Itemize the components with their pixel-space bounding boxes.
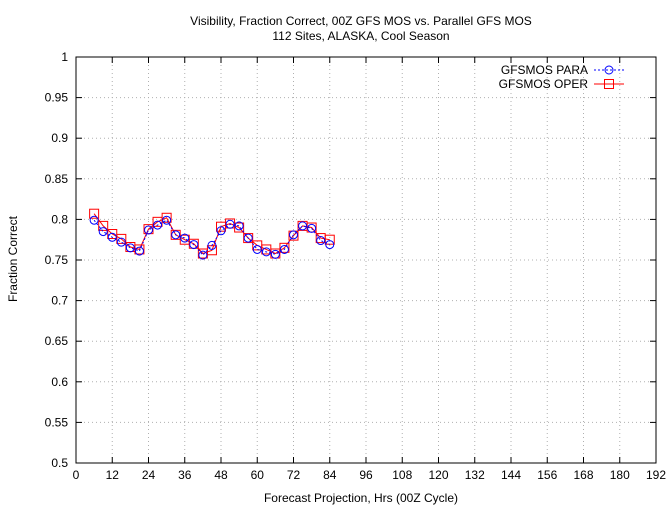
- data-point-circle: [279, 244, 289, 254]
- y-tick-label: 0.85: [45, 172, 69, 186]
- data-point-circle: [316, 236, 326, 246]
- data-point-circle: [89, 215, 99, 225]
- chart-title: Visibility, Fraction Correct, 00Z GFS MO…: [190, 14, 532, 28]
- x-tick-label: 84: [323, 468, 337, 482]
- x-tick-label: 156: [537, 468, 557, 482]
- x-tick-label: 96: [359, 468, 373, 482]
- data-point-square: [89, 208, 100, 219]
- y-tick-label: 0.9: [51, 131, 68, 145]
- data-point-circle: [134, 246, 144, 256]
- data-point-circle: [153, 220, 163, 230]
- data-point-square: [161, 212, 172, 223]
- data-point-circle: [307, 223, 317, 233]
- x-axis-label: Forecast Projection, Hrs (00Z Cycle): [264, 491, 458, 505]
- x-tick-label: 132: [465, 468, 485, 482]
- data-point-circle: [604, 65, 614, 75]
- data-point-circle: [180, 233, 190, 243]
- data-point-square: [604, 79, 614, 89]
- data-point-circle: [234, 221, 244, 231]
- data-point-circle: [325, 240, 335, 250]
- data-point-circle: [207, 240, 217, 250]
- data-point-square: [134, 244, 145, 255]
- y-tick-label: 0.75: [45, 253, 69, 267]
- x-tick-label: 0: [73, 468, 80, 482]
- x-tick-label: 48: [214, 468, 228, 482]
- data-point-circle: [270, 249, 280, 259]
- x-tick-label: 168: [573, 468, 593, 482]
- data-point-circle: [116, 237, 126, 247]
- data-point-circle: [171, 230, 181, 240]
- axes: 0 12 24 36 48 60 72 84 96 108 120 132 144 156 168 180 19…: [45, 50, 667, 482]
- chart-subtitle: 112 Sites, ALASKA, Cool Season: [272, 29, 449, 43]
- data-point-square: [279, 242, 290, 253]
- series-gfsmos-para: [89, 215, 335, 260]
- y-tick-label: 0.95: [45, 91, 69, 105]
- x-tick-label: 24: [142, 468, 156, 482]
- x-tick-label: 36: [178, 468, 192, 482]
- data-point-circle: [216, 226, 226, 236]
- data-point-circle: [261, 247, 271, 257]
- series-layer: [89, 208, 335, 260]
- x-tick-label: 180: [610, 468, 630, 482]
- data-point-square: [116, 233, 127, 244]
- y-tick-label: 0.7: [51, 294, 68, 308]
- y-tick-label: 0.8: [51, 212, 68, 226]
- x-tick-label: 108: [392, 468, 412, 482]
- legend-label: GFSMOS OPER: [499, 77, 589, 91]
- data-point-circle: [252, 244, 262, 254]
- data-point-circle: [298, 221, 308, 231]
- data-point-circle: [289, 230, 298, 240]
- y-axis-label: Fraction Correct: [6, 215, 20, 302]
- legend-label: GFSMOS PARA: [501, 63, 588, 77]
- x-tick-label: 12: [106, 468, 120, 482]
- data-point-circle: [98, 227, 108, 237]
- data-point-circle: [162, 215, 172, 225]
- x-tick-label: 192: [646, 468, 666, 482]
- data-point-circle: [243, 233, 253, 243]
- data-point-circle: [225, 219, 235, 229]
- y-tick-label: 0.55: [45, 415, 69, 429]
- x-tick-label: 120: [428, 468, 448, 482]
- data-point-circle: [107, 232, 117, 242]
- data-point-circle: [198, 250, 208, 260]
- data-point-square: [98, 220, 109, 231]
- data-point-circle: [144, 225, 153, 235]
- x-tick-label: 144: [501, 468, 521, 482]
- y-tick-label: 0.5: [51, 456, 68, 470]
- data-point-square: [234, 222, 245, 233]
- y-tick-label: 0.65: [45, 334, 69, 348]
- x-tick-label: 60: [251, 468, 265, 482]
- grid: [76, 57, 656, 463]
- y-tick-label: 1: [61, 50, 68, 64]
- data-point-circle: [125, 243, 135, 253]
- y-tick-label: 0.6: [51, 375, 68, 389]
- x-tick-label: 72: [287, 468, 301, 482]
- data-point-circle: [189, 240, 199, 250]
- series-line: [93, 219, 331, 256]
